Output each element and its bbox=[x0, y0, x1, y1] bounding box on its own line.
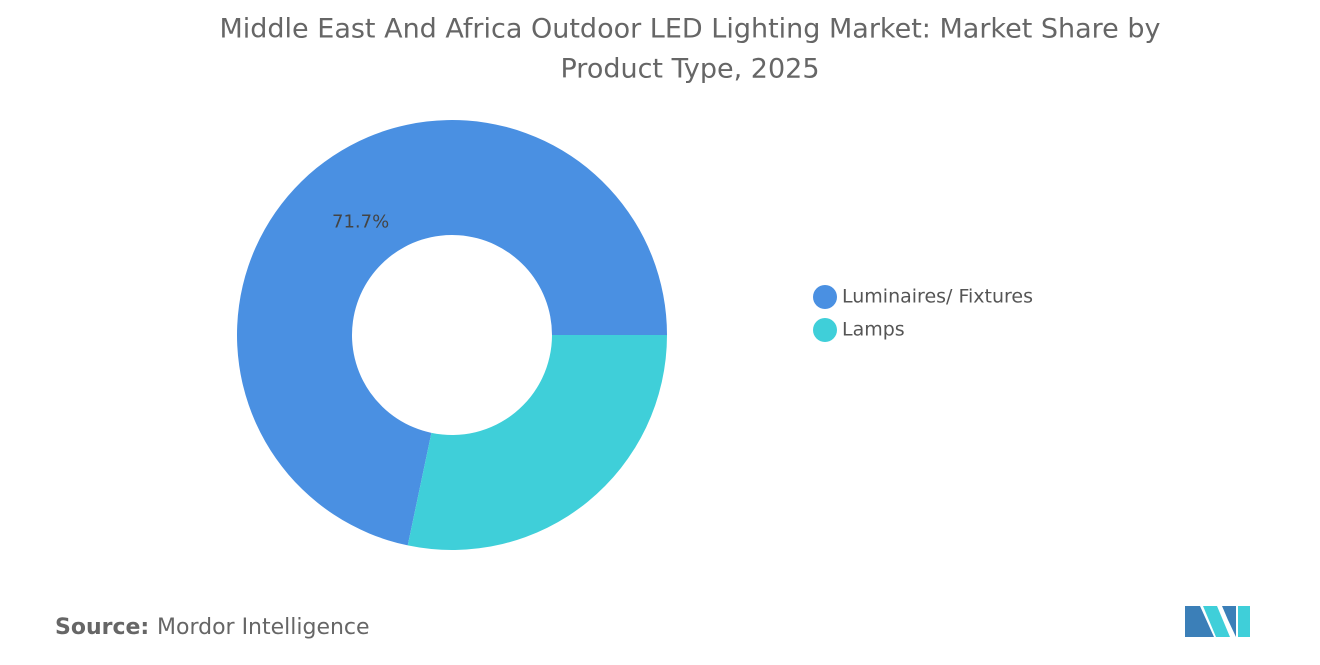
logo bbox=[1185, 606, 1250, 637]
chart-title: Middle East And Africa Outdoor LED Light… bbox=[219, 14, 1160, 45]
legend-label: Lamps bbox=[842, 319, 905, 341]
legend-label: Luminaires/ Fixtures bbox=[842, 286, 1033, 308]
legend-marker bbox=[813, 318, 837, 342]
source-label: Source: bbox=[55, 615, 149, 640]
donut-slice bbox=[237, 120, 667, 546]
chart-subtitle: Product Type, 2025 bbox=[561, 54, 820, 85]
donut-slice bbox=[407, 335, 667, 550]
value-label: 71.7% bbox=[332, 211, 389, 232]
legend-marker bbox=[813, 285, 837, 309]
source: Mordor Intelligence bbox=[157, 615, 370, 640]
